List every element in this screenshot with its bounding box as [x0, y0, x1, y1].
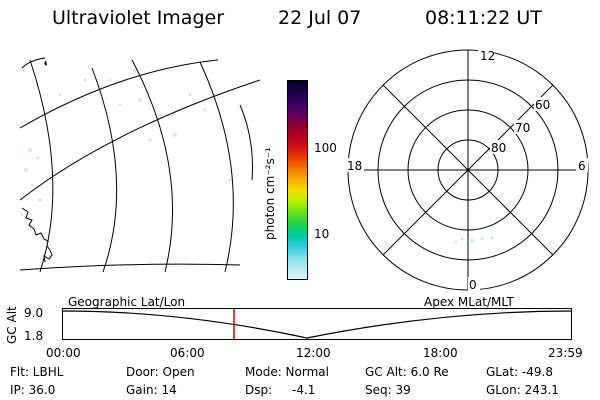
- polar-label-bottom: 0: [469, 278, 477, 292]
- image-time: 08:11:22 UT: [425, 7, 542, 29]
- y-tick-max: 9.0: [24, 306, 44, 320]
- geographic-map: [19, 57, 261, 273]
- x-tick-1200: 12:00: [296, 346, 331, 360]
- colorbar: [287, 80, 308, 280]
- timeline-right-label: Apex MLat/MLT: [424, 295, 514, 309]
- polar-plot: 12 18 6 0 60 70 80: [346, 48, 589, 292]
- polar-lat-70: 70: [515, 121, 530, 135]
- x-tick-1800: 18:00: [423, 346, 458, 360]
- polar-lat-80: 80: [491, 141, 506, 155]
- timeline-left-label: Geographic Lat/Lon: [68, 295, 186, 309]
- info-seq: Seq: 39: [365, 383, 411, 397]
- colorbar-units-label: photon cm⁻²s⁻¹: [263, 147, 277, 240]
- info-gain: Gain: 14: [126, 383, 177, 397]
- svg-text:photon cm⁻²s⁻¹: photon cm⁻²s⁻¹: [263, 147, 277, 240]
- info-ip: IP: 36.0: [10, 383, 56, 397]
- info-dsp-label: Dsp:: [245, 383, 273, 397]
- info-glon: GLon: 243.1: [486, 383, 559, 397]
- colorbar-tick-10: 10: [314, 227, 330, 241]
- info-glat: GLat: -49.8: [486, 365, 553, 379]
- info-mode: Mode: Normal: [245, 365, 329, 379]
- colorbar-tick-100: 100: [314, 141, 337, 155]
- y-tick-min: 1.8: [24, 329, 44, 343]
- polar-label-left: 18: [347, 159, 362, 173]
- info-door: Door: Open: [126, 365, 195, 379]
- info-gc-alt: GC Alt: 6.0 Re: [365, 365, 449, 379]
- app-title: Ultraviolet Imager: [52, 7, 225, 29]
- x-tick-0000: 00:00: [46, 346, 81, 360]
- polar-label-top: 12: [480, 49, 495, 63]
- x-tick-0600: 06:00: [170, 346, 205, 360]
- gc-alt-timeline: [62, 308, 572, 340]
- info-dsp-value: -4.1: [292, 383, 316, 397]
- image-date: 22 Jul 07: [278, 7, 362, 29]
- info-filter: Flt: LBHL: [10, 365, 64, 379]
- gc-alt-axis-title: GC Alt: [5, 306, 19, 344]
- svg-text:GC Alt: GC Alt: [5, 306, 19, 344]
- polar-label-right: 6: [578, 159, 586, 173]
- x-tick-2359: 23:59: [548, 346, 583, 360]
- polar-lat-60: 60: [535, 98, 550, 112]
